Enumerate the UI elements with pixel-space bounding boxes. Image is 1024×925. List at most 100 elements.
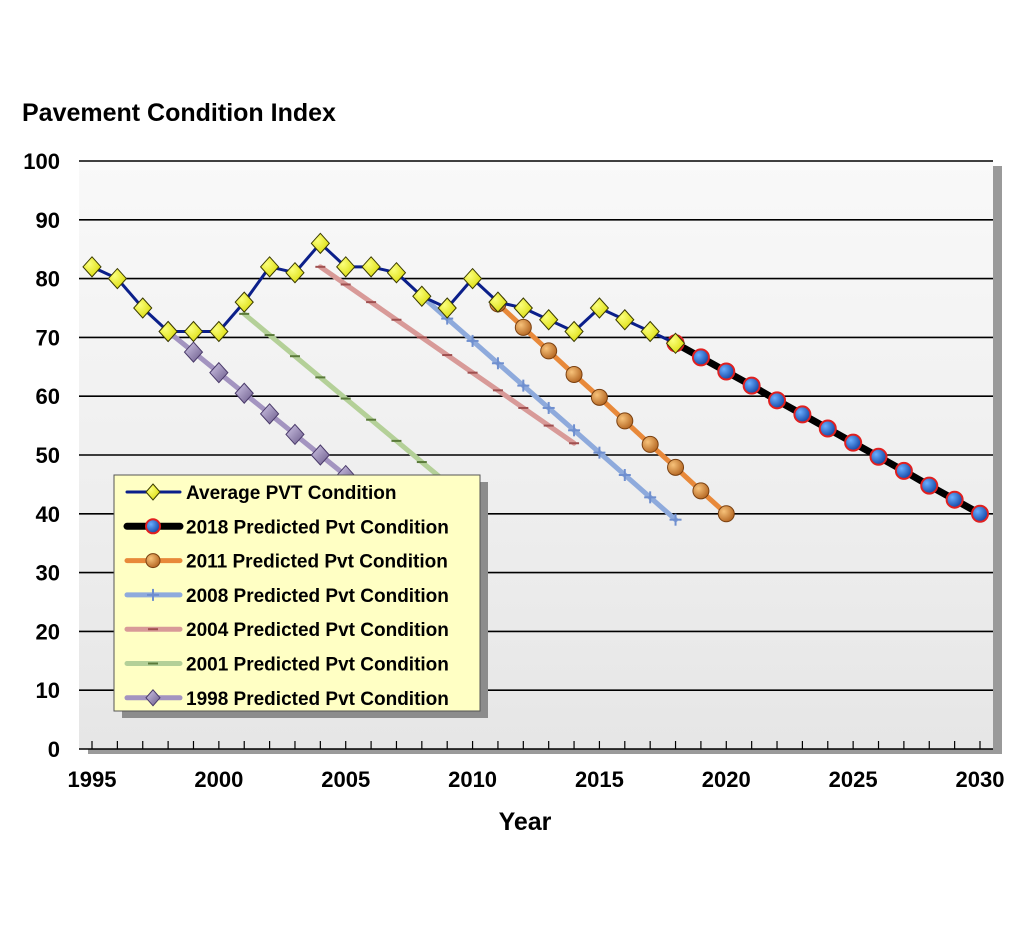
- point-1998-predicted-pvt-condition-1999: [183, 341, 204, 363]
- x-tick-label-2025: 2025: [829, 767, 878, 792]
- series-2018-predicted-pvt-condition: [666, 334, 989, 523]
- point-2018-predicted-pvt-condition-2028: [920, 476, 939, 495]
- legend-label: 2004 Predicted Pvt Condition: [186, 620, 449, 641]
- legend-label: Average PVT Condition: [186, 483, 396, 504]
- point-average-pvt-condition-2016: [615, 309, 635, 331]
- point-2008-predicted-pvt-condition-2016: [618, 468, 631, 481]
- point-average-pvt-condition-2003: [285, 261, 305, 284]
- point-average-pvt-condition-2006: [361, 256, 381, 278]
- point-average-pvt-condition-2002: [259, 256, 280, 278]
- point-2008-predicted-pvt-condition-2017: [644, 491, 657, 504]
- legend-label: 2018 Predicted Pvt Condition: [186, 517, 449, 538]
- y-tick-label-50: 50: [36, 443, 60, 468]
- y-tick-label-100: 100: [23, 149, 60, 174]
- point-average-pvt-condition-2007: [386, 261, 407, 284]
- y-tick-label-40: 40: [36, 502, 60, 527]
- point-average-pvt-condition-2009: [437, 297, 457, 319]
- point-2011-predicted-pvt-condition-2017: [641, 435, 659, 453]
- x-tick-label-2030: 2030: [956, 767, 1005, 792]
- series-2011-predicted-pvt-condition: [489, 295, 735, 523]
- x-tick-label-2015: 2015: [575, 767, 624, 792]
- point-average-pvt-condition-2013: [539, 309, 559, 331]
- x-tick-label-2000: 2000: [194, 767, 243, 792]
- point-average-pvt-condition-1997: [133, 297, 153, 319]
- legend-entry-2018-predicted-pvt-condition: 2018 Predicted Pvt Condition: [123, 517, 449, 538]
- point-2011-predicted-pvt-condition-2019: [692, 482, 710, 500]
- series-line-2001-predicted-pvt-condition: [241, 311, 476, 507]
- point-average-pvt-condition-2008: [412, 285, 432, 307]
- point-2008-predicted-pvt-condition-2018: [669, 513, 682, 526]
- point-2011-predicted-pvt-condition-2015: [590, 388, 608, 406]
- legend-swatch-marker: [147, 588, 159, 601]
- point-2011-predicted-pvt-condition-2020: [717, 505, 735, 523]
- point-average-pvt-condition-2012: [513, 297, 533, 319]
- y-tick-label-20: 20: [36, 619, 60, 644]
- legend-label: 2011 Predicted Pvt Condition: [186, 552, 448, 573]
- legend-swatch-marker: [145, 689, 161, 707]
- y-axis-ticks: 0 10 20 30 40 50 60 70 80 90 100: [23, 149, 60, 762]
- point-average-pvt-condition-1999: [183, 320, 204, 343]
- y-tick-label-10: 10: [36, 678, 60, 703]
- point-2018-predicted-pvt-condition-2025: [844, 433, 863, 452]
- point-average-pvt-condition-2018: [665, 332, 686, 355]
- point-2011-predicted-pvt-condition-2016: [616, 412, 634, 430]
- point-2008-predicted-pvt-condition-2015: [593, 446, 606, 459]
- point-2018-predicted-pvt-condition-2027: [894, 461, 913, 480]
- point-2008-predicted-pvt-condition-2011: [491, 357, 504, 370]
- point-2018-predicted-pvt-condition-2019: [691, 348, 710, 367]
- point-average-pvt-condition-2015: [589, 297, 610, 319]
- y-tick-label-90: 90: [36, 208, 60, 233]
- legend-label: 2001 Predicted Pvt Condition: [186, 655, 449, 676]
- point-average-pvt-condition-2011: [488, 291, 508, 313]
- legend-entry-2004-predicted-pvt-condition: 2004 Predicted Pvt Condition: [124, 620, 449, 641]
- legend-swatch-marker: [145, 553, 161, 569]
- x-axis-ticks: 1995 2000 2005 2010 2015 2020 2025 2030: [68, 741, 1005, 792]
- point-2011-predicted-pvt-condition-2014: [565, 365, 583, 383]
- point-2008-predicted-pvt-condition-2014: [568, 424, 581, 437]
- x-tick-label-2020: 2020: [702, 767, 751, 792]
- series-layer: [82, 232, 989, 526]
- y-tick-label-80: 80: [36, 267, 60, 292]
- legend: Average PVT Condition 2018 Predicted Pvt …: [113, 474, 488, 718]
- point-2011-predicted-pvt-condition-2012: [514, 318, 532, 336]
- point-2008-predicted-pvt-condition-2010: [466, 334, 479, 347]
- point-2018-predicted-pvt-condition-2030: [971, 504, 989, 523]
- chart-title: Pavement Condition Index: [22, 99, 336, 127]
- x-tick-label-2005: 2005: [321, 767, 370, 792]
- series-2004-predicted-pvt-condition: [315, 264, 580, 446]
- legend-label: 1998 Predicted Pvt Condition: [186, 689, 449, 710]
- point-average-pvt-condition-2004: [310, 232, 331, 255]
- point-1998-predicted-pvt-condition-2001: [234, 382, 254, 405]
- x-axis-label: Year: [499, 808, 552, 836]
- point-average-pvt-condition-1998: [158, 320, 178, 343]
- y-tick-label-30: 30: [36, 561, 60, 586]
- point-2008-predicted-pvt-condition-2013: [542, 401, 555, 414]
- series-line-2011-predicted-pvt-condition: [495, 301, 729, 517]
- point-average-pvt-condition-1996: [107, 267, 128, 290]
- legend-swatch-marker: [145, 518, 161, 535]
- x-tick-label-1995: 1995: [68, 767, 117, 792]
- point-2018-predicted-pvt-condition-2024: [818, 419, 837, 438]
- series-2008-predicted-pvt-condition: [415, 290, 682, 526]
- legend-entry-2001-predicted-pvt-condition: 2001 Predicted Pvt Condition: [124, 655, 449, 676]
- point-1998-predicted-pvt-condition-2000: [209, 361, 229, 384]
- point-average-pvt-condition-2010: [462, 267, 483, 290]
- y-tick-label-70: 70: [36, 325, 60, 350]
- point-average-pvt-condition-2001: [234, 291, 254, 313]
- point-2008-predicted-pvt-condition-2012: [517, 379, 530, 392]
- point-2018-predicted-pvt-condition-2023: [793, 405, 812, 424]
- point-2018-predicted-pvt-condition-2022: [768, 391, 787, 410]
- legend-swatch-marker: [145, 483, 161, 501]
- legend-label: 2008 Predicted Pvt Condition: [186, 586, 449, 607]
- legend-entry-average-pvt-condition: Average PVT Condition: [125, 483, 396, 504]
- point-average-pvt-condition-1995: [82, 256, 102, 278]
- legend-entry-2008-predicted-pvt-condition: 2008 Predicted Pvt Condition: [124, 586, 449, 607]
- point-1998-predicted-pvt-condition-2003: [285, 423, 305, 446]
- y-tick-label-0: 0: [48, 737, 60, 762]
- point-average-pvt-condition-2000: [209, 320, 229, 343]
- point-1998-predicted-pvt-condition-2004: [310, 444, 331, 466]
- legend-entry-2011-predicted-pvt-condition: 2011 Predicted Pvt Condition: [124, 552, 448, 573]
- point-2011-predicted-pvt-condition-2013: [540, 342, 558, 360]
